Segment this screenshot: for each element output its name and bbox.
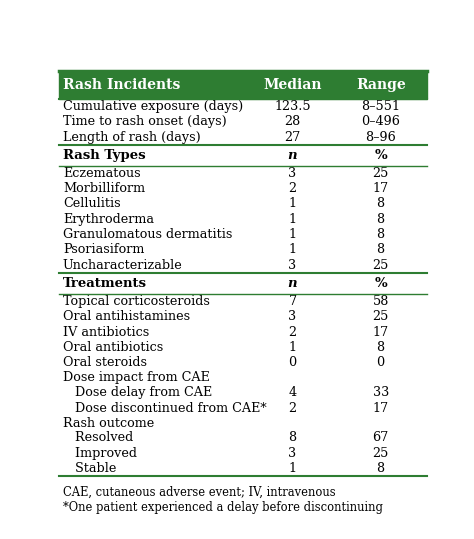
Text: Rash Incidents: Rash Incidents	[63, 78, 180, 92]
Text: 1: 1	[289, 213, 297, 226]
Text: 8: 8	[377, 213, 385, 226]
Text: 17: 17	[373, 326, 389, 338]
Text: *One patient experienced a delay before discontinuing: *One patient experienced a delay before …	[63, 501, 383, 514]
Text: Cellulitis: Cellulitis	[63, 197, 120, 210]
Text: Rash Types: Rash Types	[63, 149, 146, 162]
Text: Uncharacterizable: Uncharacterizable	[63, 259, 182, 272]
Text: 1: 1	[289, 197, 297, 210]
Text: 0–496: 0–496	[361, 115, 400, 128]
Text: 4: 4	[289, 386, 297, 399]
Text: 8: 8	[377, 462, 385, 475]
Text: Improved: Improved	[63, 447, 137, 460]
Bar	[59, 71, 427, 99]
Text: 17: 17	[373, 402, 389, 414]
Text: 2: 2	[289, 326, 297, 338]
Text: 3: 3	[289, 447, 297, 460]
Text: Dose discontinued from CAE*: Dose discontinued from CAE*	[63, 402, 266, 414]
Text: Resolved: Resolved	[63, 432, 133, 445]
Text: Length of rash (days): Length of rash (days)	[63, 130, 201, 143]
Text: 1: 1	[289, 341, 297, 354]
Text: Topical corticosteroids: Topical corticosteroids	[63, 295, 210, 308]
Text: 25: 25	[373, 447, 389, 460]
Text: 3: 3	[289, 167, 297, 179]
Text: Range: Range	[356, 78, 406, 92]
Text: 3: 3	[289, 310, 297, 323]
Text: Median: Median	[263, 78, 322, 92]
Text: %: %	[374, 149, 387, 162]
Text: Psoriasiform: Psoriasiform	[63, 244, 144, 257]
Text: Stable: Stable	[63, 462, 116, 475]
Text: 67: 67	[373, 432, 389, 445]
Text: 0: 0	[289, 356, 297, 369]
Text: Oral steroids: Oral steroids	[63, 356, 147, 369]
Text: 2: 2	[289, 402, 297, 414]
Text: 0: 0	[377, 356, 385, 369]
Text: 8: 8	[377, 244, 385, 257]
Text: 58: 58	[373, 295, 389, 308]
Text: Oral antihistamines: Oral antihistamines	[63, 310, 190, 323]
Text: %: %	[374, 277, 387, 290]
Text: 8–96: 8–96	[365, 130, 396, 143]
Text: 123.5: 123.5	[274, 100, 311, 113]
Text: n: n	[288, 149, 297, 162]
Text: 8: 8	[377, 197, 385, 210]
Text: Time to rash onset (days): Time to rash onset (days)	[63, 115, 227, 128]
Text: 33: 33	[373, 386, 389, 399]
Text: 8: 8	[377, 341, 385, 354]
Text: Erythroderma: Erythroderma	[63, 213, 154, 226]
Text: 28: 28	[284, 115, 301, 128]
Text: IV antibiotics: IV antibiotics	[63, 326, 149, 338]
Text: 25: 25	[373, 310, 389, 323]
Text: 8–551: 8–551	[361, 100, 400, 113]
Text: Morbilliform: Morbilliform	[63, 182, 145, 195]
Text: Oral antibiotics: Oral antibiotics	[63, 341, 163, 354]
Text: Granulomatous dermatitis: Granulomatous dermatitis	[63, 228, 232, 241]
Text: 3: 3	[289, 259, 297, 272]
Text: Treatments: Treatments	[63, 277, 147, 290]
Text: Dose impact from CAE: Dose impact from CAE	[63, 371, 210, 384]
Text: 17: 17	[373, 182, 389, 195]
Text: 25: 25	[373, 259, 389, 272]
Text: 1: 1	[289, 228, 297, 241]
Text: 2: 2	[289, 182, 297, 195]
Text: Dose delay from CAE: Dose delay from CAE	[63, 386, 212, 399]
Text: Rash outcome: Rash outcome	[63, 417, 154, 430]
Text: CAE, cutaneous adverse event; IV, intravenous: CAE, cutaneous adverse event; IV, intrav…	[63, 486, 336, 499]
Text: 27: 27	[284, 130, 301, 143]
Text: 1: 1	[289, 462, 297, 475]
Text: n: n	[288, 277, 297, 290]
Text: 1: 1	[289, 244, 297, 257]
Text: Cumulative exposure (days): Cumulative exposure (days)	[63, 100, 243, 113]
Text: Eczematous: Eczematous	[63, 167, 141, 179]
Text: 7: 7	[289, 295, 297, 308]
Text: 8: 8	[289, 432, 297, 445]
Text: 8: 8	[377, 228, 385, 241]
Text: 25: 25	[373, 167, 389, 179]
